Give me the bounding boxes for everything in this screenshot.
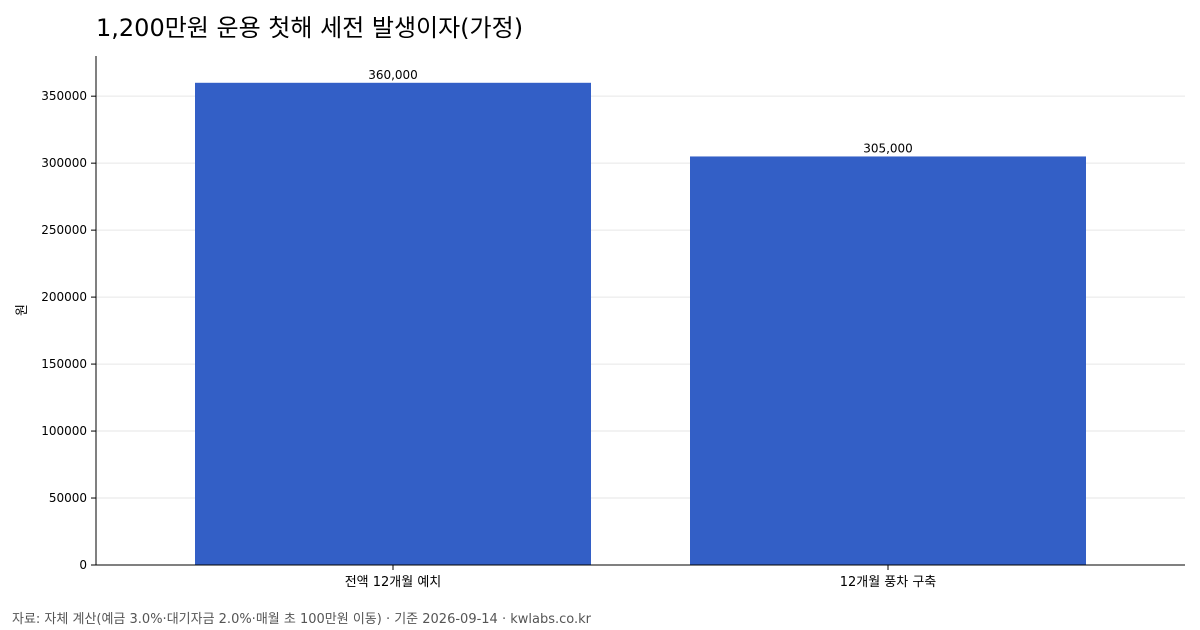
y-tick-label: 200000 [41,290,87,304]
y-tick-label: 0 [79,558,87,572]
axes [95,56,1185,566]
y-tick-label: 100000 [41,424,87,438]
data-label: 305,000 [863,141,913,155]
bar [690,156,1086,566]
x-tick-label: 12개월 풍차 구축 [840,575,937,590]
data-label: 360,000 [368,68,418,82]
x-tick-label: 전액 12개월 예치 [345,575,442,590]
data-labels: 360,000 305,000 [368,68,913,156]
bar [195,82,591,565]
y-tick-label: 50000 [49,491,87,505]
y-tick-label: 300000 [41,156,87,170]
x-axis-ticks: 전액 12개월 예치 12개월 풍차 구축 [345,565,937,590]
y-axis-label: 원 [15,304,30,316]
y-tick-label: 350000 [41,89,87,103]
y-tick-label: 250000 [41,223,87,237]
source-note: 자료: 자체 계산(예금 3.0%·대기자금 2.0%·매월 초 100만원 이… [12,612,592,627]
y-axis-ticks: 0 50000 100000 150000 200000 250000 300000 3500… [41,89,96,572]
bars [195,82,1086,566]
chart-title: 1,200만원 운용 첫해 세전 발생이자(가정) [96,14,523,42]
y-tick-label: 150000 [41,357,87,371]
